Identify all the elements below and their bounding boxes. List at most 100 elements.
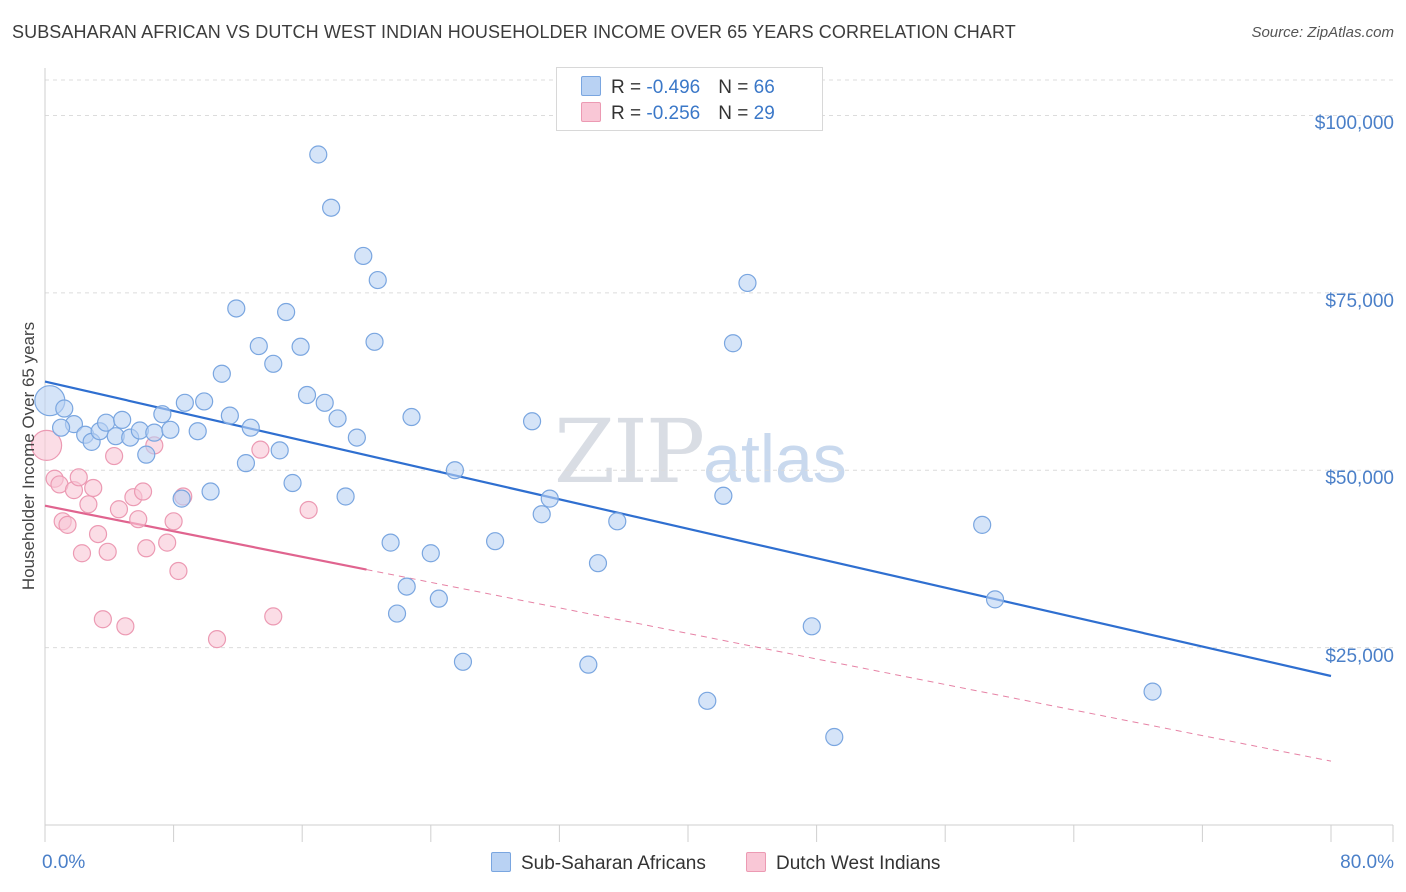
- data-point-sub-saharan-africans: [283, 473, 302, 493]
- data-point-sub-saharan-africans: [195, 392, 214, 411]
- data-point-dutch-west-indians: [133, 482, 153, 501]
- data-point-sub-saharan-africans: [532, 505, 551, 524]
- data-point-sub-saharan-africans: [291, 337, 310, 356]
- data-point-sub-saharan-africans: [402, 407, 421, 427]
- data-point-sub-saharan-africans: [145, 423, 164, 442]
- data-point-dutch-west-indians: [158, 533, 177, 552]
- y-axis-label: Householder Income Over 65 years: [19, 321, 38, 591]
- data-point-dutch-west-indians: [79, 495, 98, 514]
- data-point-sub-saharan-africans: [161, 420, 180, 439]
- data-point-sub-saharan-africans: [387, 604, 407, 623]
- data-point-sub-saharan-africans: [172, 489, 191, 508]
- r-label: R =: [611, 103, 647, 124]
- x-tick-label-max: 80.0%: [1340, 852, 1394, 873]
- stats-legend-row-2: R = -0.256 N = 29: [581, 102, 775, 126]
- data-point-sub-saharan-africans: [201, 482, 220, 501]
- data-point-sub-saharan-africans: [825, 727, 844, 747]
- data-point-sub-saharan-africans: [212, 364, 231, 383]
- legend-item-sub-saharan-africans[interactable]: Sub-Saharan Africans: [491, 852, 706, 875]
- data-point-sub-saharan-africans: [113, 410, 132, 429]
- data-point-sub-saharan-africans: [241, 418, 260, 437]
- data-point-sub-saharan-africans: [1143, 682, 1162, 701]
- data-point-sub-saharan-africans: [540, 489, 559, 508]
- data-point-sub-saharan-africans: [453, 652, 473, 671]
- chart-title: SUBSAHARAN AFRICAN VS DUTCH WEST INDIAN …: [12, 22, 1016, 42]
- data-point-sub-saharan-africans: [153, 405, 172, 424]
- data-point-dutch-west-indians: [109, 500, 129, 519]
- data-point-sub-saharan-africans: [227, 299, 246, 318]
- data-point-dutch-west-indians: [98, 542, 117, 561]
- data-point-sub-saharan-africans: [588, 554, 608, 573]
- stats-legend: R = -0.496 N = 66 R = -0.256 N = 29: [556, 67, 823, 131]
- data-point-sub-saharan-africans: [236, 454, 256, 473]
- trend-lines: [44, 380, 1332, 762]
- data-point-dutch-west-indians: [31, 429, 63, 462]
- data-point-dutch-west-indians: [299, 500, 318, 520]
- y-tick-label: $75,000: [1325, 290, 1394, 312]
- data-point-sub-saharan-africans: [973, 515, 992, 534]
- data-point-dutch-west-indians: [129, 510, 148, 529]
- data-point-sub-saharan-africans: [608, 512, 627, 531]
- data-point-sub-saharan-africans: [698, 691, 717, 710]
- data-point-sub-saharan-africans: [354, 246, 373, 266]
- n-value: 66: [753, 77, 775, 98]
- data-point-sub-saharan-africans: [322, 198, 341, 217]
- data-point-sub-saharan-africans: [421, 544, 440, 563]
- data-point-dutch-west-indians: [93, 610, 112, 629]
- data-point-sub-saharan-africans: [315, 393, 334, 412]
- data-point-sub-saharan-africans: [368, 270, 387, 290]
- data-point-sub-saharan-africans: [51, 418, 71, 437]
- data-point-sub-saharan-africans: [270, 441, 289, 460]
- data-point-dutch-west-indians: [116, 617, 135, 636]
- data-point-dutch-west-indians: [137, 539, 156, 558]
- data-point-sub-saharan-africans: [381, 533, 400, 552]
- r-value: -0.496: [646, 77, 701, 98]
- data-point-sub-saharan-africans: [137, 445, 156, 464]
- r-label: R =: [611, 77, 647, 98]
- data-point-dutch-west-indians: [264, 607, 283, 626]
- data-point-dutch-west-indians: [207, 630, 227, 649]
- legend-swatch-blue: [581, 76, 601, 96]
- trend-line-sub-saharan-africans: [44, 380, 1332, 678]
- x-tick-label-min: 0.0%: [42, 852, 86, 873]
- y-tick-label: $25,000: [1325, 645, 1394, 667]
- data-point-sub-saharan-africans: [429, 589, 448, 608]
- n-label: N =: [718, 103, 754, 124]
- data-point-sub-saharan-africans: [579, 655, 598, 674]
- data-point-sub-saharan-africans: [723, 334, 743, 353]
- data-point-dutch-west-indians: [164, 512, 183, 531]
- data-point-sub-saharan-africans: [264, 354, 283, 373]
- legend-swatch-blue: [491, 852, 511, 872]
- series-dutch-west-indians: [31, 429, 318, 649]
- data-point-sub-saharan-africans: [220, 406, 239, 425]
- data-point-dutch-west-indians: [169, 561, 188, 581]
- data-point-sub-saharan-africans: [297, 385, 317, 405]
- data-point-dutch-west-indians: [251, 440, 270, 459]
- y-tick-label: $100,000: [1314, 113, 1394, 135]
- data-point-sub-saharan-africans: [365, 332, 384, 351]
- data-point-sub-saharan-africans: [328, 409, 347, 428]
- data-point-sub-saharan-africans: [309, 145, 328, 164]
- data-point-sub-saharan-africans: [347, 428, 366, 447]
- legend-swatch-pink: [746, 852, 766, 872]
- data-point-sub-saharan-africans: [249, 336, 268, 356]
- data-point-sub-saharan-africans: [714, 486, 733, 505]
- data-point-dutch-west-indians: [84, 478, 103, 498]
- data-point-sub-saharan-africans: [738, 273, 757, 293]
- legend-item-dutch-west-indians[interactable]: Dutch West Indians: [746, 852, 940, 875]
- data-point-sub-saharan-africans: [336, 487, 355, 506]
- data-point-dutch-west-indians: [58, 515, 77, 534]
- data-point-sub-saharan-africans: [277, 302, 296, 322]
- data-point-sub-saharan-africans: [188, 422, 207, 441]
- data-point-sub-saharan-africans: [397, 577, 416, 596]
- legend-swatch-pink: [581, 102, 601, 122]
- data-point-sub-saharan-africans: [486, 532, 505, 551]
- r-value: -0.256: [646, 103, 701, 124]
- n-value: 29: [753, 103, 775, 124]
- data-point-sub-saharan-africans: [175, 393, 194, 412]
- data-point-sub-saharan-africans: [802, 617, 821, 636]
- series-sub-saharan-africans: [34, 145, 1162, 747]
- data-point-sub-saharan-africans: [985, 590, 1005, 609]
- data-point-dutch-west-indians: [69, 468, 88, 487]
